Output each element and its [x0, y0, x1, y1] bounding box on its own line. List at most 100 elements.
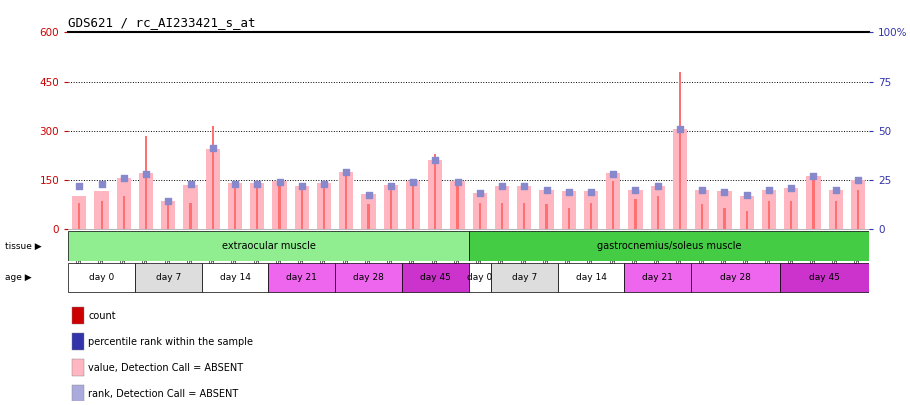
Point [339, 168, 354, 175]
Point [762, 186, 776, 193]
Bar [206, 149, 220, 229]
Text: count: count [88, 311, 116, 321]
Point [206, 145, 220, 151]
Point [495, 182, 510, 189]
Text: day 14: day 14 [219, 273, 250, 282]
Point [628, 186, 642, 193]
Point [95, 180, 109, 187]
Bar [624, 263, 691, 292]
Bar [740, 196, 753, 229]
Bar [590, 202, 592, 229]
Bar [450, 181, 465, 229]
Point [250, 180, 265, 187]
Bar [228, 183, 242, 229]
Bar [834, 201, 837, 229]
Point [806, 173, 821, 179]
Bar [479, 202, 480, 229]
Point [672, 126, 687, 132]
Bar [202, 263, 268, 292]
Text: extraocular muscle: extraocular muscle [221, 241, 316, 251]
Bar [72, 196, 86, 229]
Point [695, 186, 710, 193]
Point [762, 186, 776, 193]
Point [406, 179, 420, 185]
Point [139, 171, 154, 177]
Bar [116, 178, 131, 229]
Point [851, 177, 865, 183]
Bar [167, 204, 169, 229]
Bar [780, 263, 869, 292]
Bar [123, 196, 125, 229]
Point [672, 126, 687, 132]
Text: day 7: day 7 [156, 273, 181, 282]
Point [472, 190, 487, 197]
Bar [72, 359, 85, 376]
Bar [806, 177, 821, 229]
Bar [335, 263, 402, 292]
Point [495, 182, 510, 189]
Point [540, 186, 554, 193]
Text: age ▶: age ▶ [5, 273, 31, 282]
Point [583, 188, 598, 195]
Bar [323, 186, 325, 229]
Bar [501, 202, 503, 229]
Bar [72, 307, 85, 324]
Text: tissue ▶: tissue ▶ [5, 241, 41, 251]
Bar [606, 173, 621, 229]
Point [561, 188, 576, 195]
Point [116, 175, 131, 181]
Text: gastrocnemius/soleus muscle: gastrocnemius/soleus muscle [597, 241, 741, 251]
Bar [634, 199, 637, 229]
Bar [278, 186, 280, 229]
Point [517, 182, 531, 189]
Text: value, Detection Call = ABSENT: value, Detection Call = ABSENT [88, 362, 243, 373]
Point [561, 188, 576, 195]
Point [606, 171, 621, 177]
Point [250, 180, 265, 187]
Bar [72, 385, 85, 402]
Point [183, 180, 197, 187]
Bar [402, 263, 469, 292]
Bar [268, 263, 335, 292]
Bar [339, 172, 353, 229]
Text: day 45: day 45 [809, 273, 840, 282]
Point [383, 182, 398, 189]
Bar [469, 263, 490, 292]
Bar [300, 188, 303, 229]
Point [228, 180, 242, 187]
Bar [701, 204, 703, 229]
Bar [345, 175, 348, 229]
Point [784, 184, 798, 191]
Bar [469, 232, 869, 261]
Point [450, 179, 465, 185]
Point [828, 186, 843, 193]
Bar [295, 186, 308, 229]
Bar [561, 191, 576, 229]
Bar [78, 202, 80, 229]
Point [72, 182, 86, 189]
Bar [517, 186, 531, 229]
Bar [429, 160, 442, 229]
Point [740, 192, 754, 199]
Point [295, 182, 309, 189]
Bar [212, 126, 214, 229]
Bar [784, 188, 798, 229]
Point [472, 190, 487, 197]
Point [651, 182, 665, 189]
Point [361, 192, 376, 199]
Point [406, 179, 420, 185]
Point [428, 157, 442, 163]
Bar [629, 190, 642, 229]
Bar [695, 190, 709, 229]
Bar [234, 186, 237, 229]
Bar [184, 185, 197, 229]
Bar [723, 207, 725, 229]
Text: day 0: day 0 [467, 273, 492, 282]
Bar [95, 191, 108, 229]
Bar [139, 173, 153, 229]
Bar [389, 188, 392, 229]
Text: day 28: day 28 [720, 273, 751, 282]
Point [740, 192, 754, 199]
Text: day 0: day 0 [89, 273, 115, 282]
Point [339, 168, 354, 175]
